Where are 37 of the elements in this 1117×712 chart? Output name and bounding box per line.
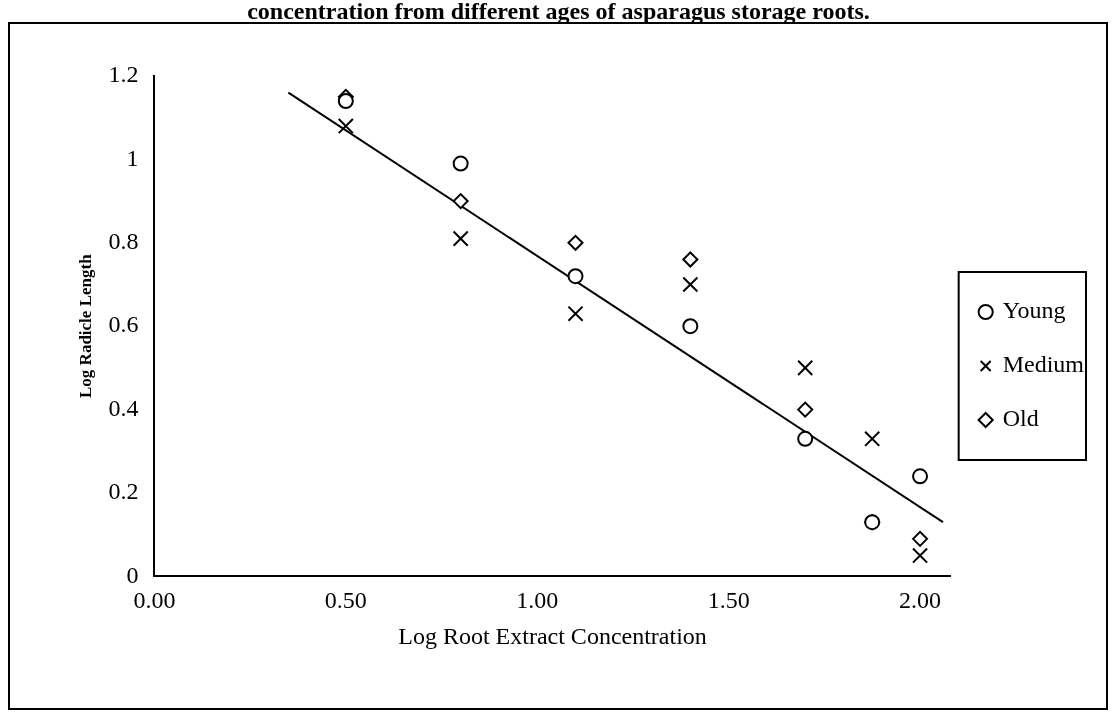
point — [911, 547, 929, 564]
x-tick-label: 0.00 — [133, 587, 176, 614]
y-tick-label: 0.6 — [108, 311, 139, 338]
y-axis-title: Log Radicle Length — [75, 253, 95, 398]
x-tick-label: 1.50 — [707, 587, 750, 614]
point — [682, 251, 699, 268]
x-tick-label: 2.00 — [899, 587, 942, 614]
x-axis-title: Log Root Extract Concentration — [398, 622, 707, 649]
y-tick-label: 0 — [126, 561, 139, 588]
point — [797, 430, 814, 447]
point — [337, 117, 354, 135]
point — [864, 514, 881, 531]
legend-label: Old — [1002, 405, 1039, 432]
point — [797, 359, 814, 376]
point — [337, 93, 354, 110]
legend-label: Medium — [1002, 351, 1085, 378]
chart-title: concentration from different ages of asparagus storage roots. — [246, 0, 871, 24]
y-tick-label: 1 — [126, 144, 139, 171]
y-tick-label: 0.2 — [108, 478, 139, 505]
point — [912, 468, 929, 485]
y-tick-label: 1.2 — [108, 61, 139, 88]
point — [567, 234, 584, 251]
point — [567, 305, 584, 322]
y-tick-label: 0.4 — [108, 394, 139, 421]
legend-label: Young — [1002, 297, 1066, 324]
point — [797, 401, 814, 418]
point — [452, 230, 469, 247]
point — [682, 318, 699, 335]
x-tick-label: 0.50 — [324, 587, 367, 614]
y-tick-label: 0.8 — [108, 228, 139, 255]
point — [452, 193, 469, 210]
point — [682, 276, 699, 293]
point — [567, 268, 584, 285]
point — [864, 430, 881, 447]
x-tick-label: 1.00 — [516, 587, 559, 614]
point — [912, 530, 929, 547]
point — [452, 155, 469, 172]
